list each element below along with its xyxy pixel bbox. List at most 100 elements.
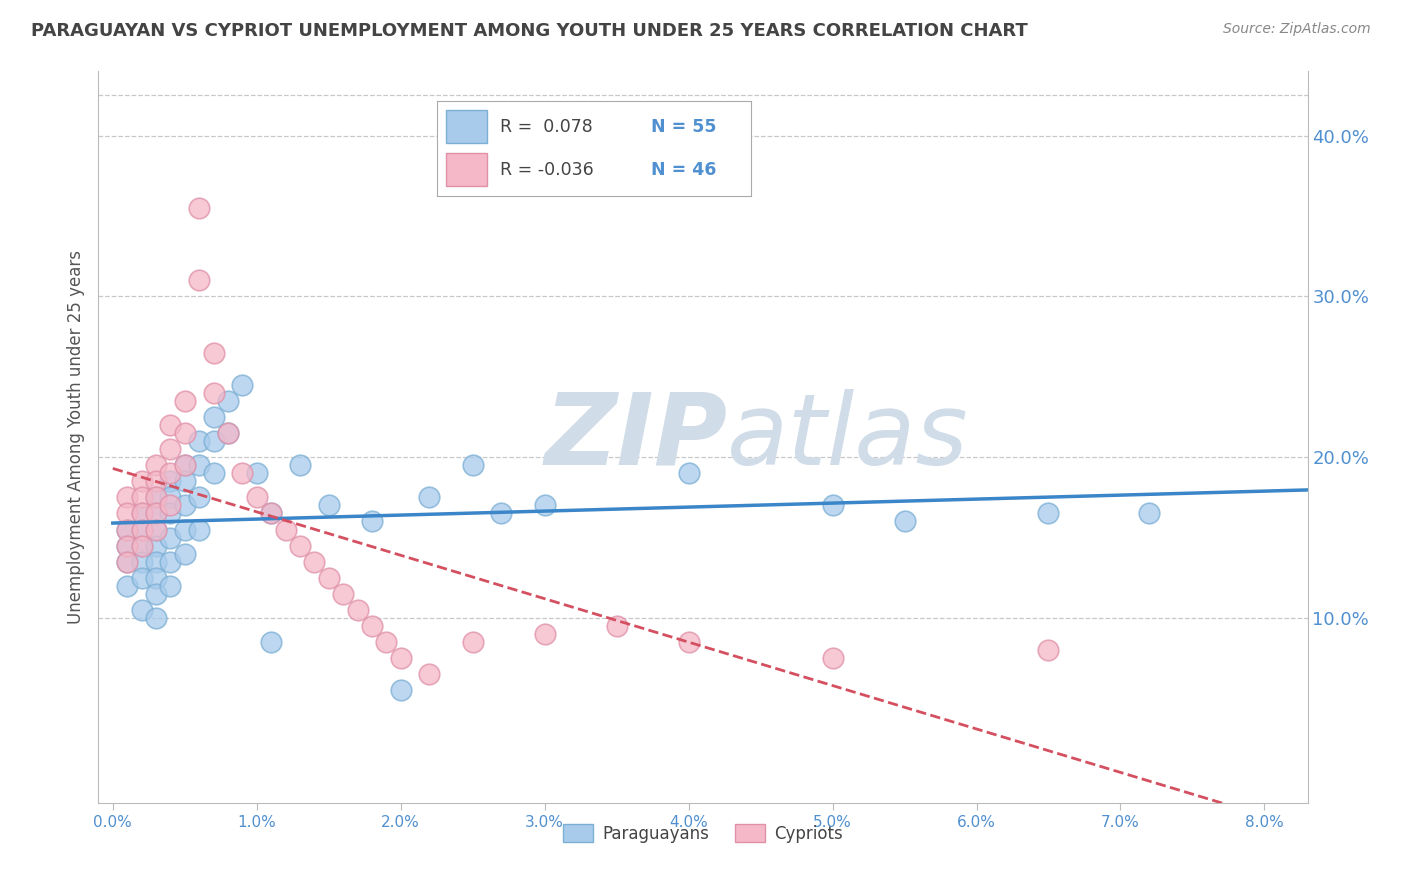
Paraguayans [145, 523, 167, 537]
Paraguayans [1038, 507, 1060, 521]
Paraguayans [217, 393, 239, 408]
Cypriots [188, 273, 211, 287]
Paraguayans [188, 458, 211, 473]
Paraguayans [131, 523, 153, 537]
Cypriots [159, 499, 181, 513]
Paraguayans [1137, 507, 1160, 521]
Paraguayans [131, 603, 153, 617]
Paraguayans [145, 491, 167, 505]
Cypriots [131, 523, 153, 537]
Paraguayans [461, 458, 484, 473]
Cypriots [145, 491, 167, 505]
Paraguayans [131, 507, 153, 521]
Paraguayans [159, 555, 181, 569]
Cypriots [606, 619, 628, 633]
Paraguayans [260, 635, 283, 649]
Paraguayans [145, 611, 167, 625]
Cypriots [375, 635, 398, 649]
Text: PARAGUAYAN VS CYPRIOT UNEMPLOYMENT AMONG YOUTH UNDER 25 YEARS CORRELATION CHART: PARAGUAYAN VS CYPRIOT UNEMPLOYMENT AMONG… [31, 22, 1028, 40]
Paraguayans [260, 507, 283, 521]
Paraguayans [145, 555, 167, 569]
Text: atlas: atlas [727, 389, 969, 485]
Paraguayans [173, 547, 195, 561]
Paraguayans [288, 458, 311, 473]
Paraguayans [202, 409, 225, 424]
Cypriots [318, 571, 340, 585]
Paraguayans [131, 571, 153, 585]
Cypriots [173, 458, 195, 473]
Cypriots [533, 627, 555, 641]
Cypriots [304, 555, 326, 569]
Paraguayans [145, 571, 167, 585]
Paraguayans [173, 523, 195, 537]
Cypriots [461, 635, 484, 649]
Cypriots [131, 539, 153, 553]
Cypriots [274, 523, 297, 537]
Paraguayans [145, 507, 167, 521]
Cypriots [131, 491, 153, 505]
Paraguayans [159, 507, 181, 521]
Legend: Paraguayans, Cypriots: Paraguayans, Cypriots [555, 818, 851, 849]
Paraguayans [202, 434, 225, 449]
Cypriots [145, 523, 167, 537]
Cypriots [217, 425, 239, 440]
Paraguayans [159, 475, 181, 489]
Paraguayans [231, 377, 253, 392]
Paraguayans [418, 491, 440, 505]
Paraguayans [246, 467, 269, 481]
Paraguayans [145, 587, 167, 601]
Paraguayans [159, 579, 181, 593]
Cypriots [173, 425, 195, 440]
Paraguayans [145, 539, 167, 553]
Paraguayans [533, 499, 555, 513]
Paraguayans [188, 434, 211, 449]
Paraguayans [821, 499, 844, 513]
Cypriots [246, 491, 269, 505]
Cypriots [678, 635, 700, 649]
Cypriots [145, 507, 167, 521]
Paraguayans [159, 531, 181, 545]
Cypriots [332, 587, 354, 601]
Paraguayans [893, 515, 915, 529]
Text: Source: ZipAtlas.com: Source: ZipAtlas.com [1223, 22, 1371, 37]
Cypriots [131, 475, 153, 489]
Cypriots [821, 651, 844, 665]
Paraguayans [159, 491, 181, 505]
Paraguayans [131, 539, 153, 553]
Paraguayans [115, 523, 138, 537]
Cypriots [115, 507, 138, 521]
Paraguayans [188, 491, 211, 505]
Paraguayans [361, 515, 384, 529]
Cypriots [173, 393, 195, 408]
Cypriots [115, 491, 138, 505]
Y-axis label: Unemployment Among Youth under 25 years: Unemployment Among Youth under 25 years [66, 250, 84, 624]
Cypriots [115, 523, 138, 537]
Cypriots [389, 651, 412, 665]
Paraguayans [173, 458, 195, 473]
Cypriots [159, 417, 181, 432]
Cypriots [418, 667, 440, 681]
Paraguayans [217, 425, 239, 440]
Paraguayans [115, 539, 138, 553]
Cypriots [346, 603, 368, 617]
Cypriots [188, 201, 211, 215]
Cypriots [115, 539, 138, 553]
Cypriots [260, 507, 283, 521]
Cypriots [159, 467, 181, 481]
Cypriots [202, 345, 225, 359]
Cypriots [159, 442, 181, 457]
Paraguayans [188, 523, 211, 537]
Paraguayans [173, 499, 195, 513]
Paraguayans [173, 475, 195, 489]
Paraguayans [491, 507, 513, 521]
Paraguayans [389, 683, 412, 698]
Cypriots [202, 385, 225, 400]
Paraguayans [115, 555, 138, 569]
Cypriots [231, 467, 253, 481]
Text: ZIP: ZIP [544, 389, 727, 485]
Paraguayans [131, 555, 153, 569]
Cypriots [288, 539, 311, 553]
Cypriots [1038, 643, 1060, 657]
Paraguayans [678, 467, 700, 481]
Cypriots [145, 475, 167, 489]
